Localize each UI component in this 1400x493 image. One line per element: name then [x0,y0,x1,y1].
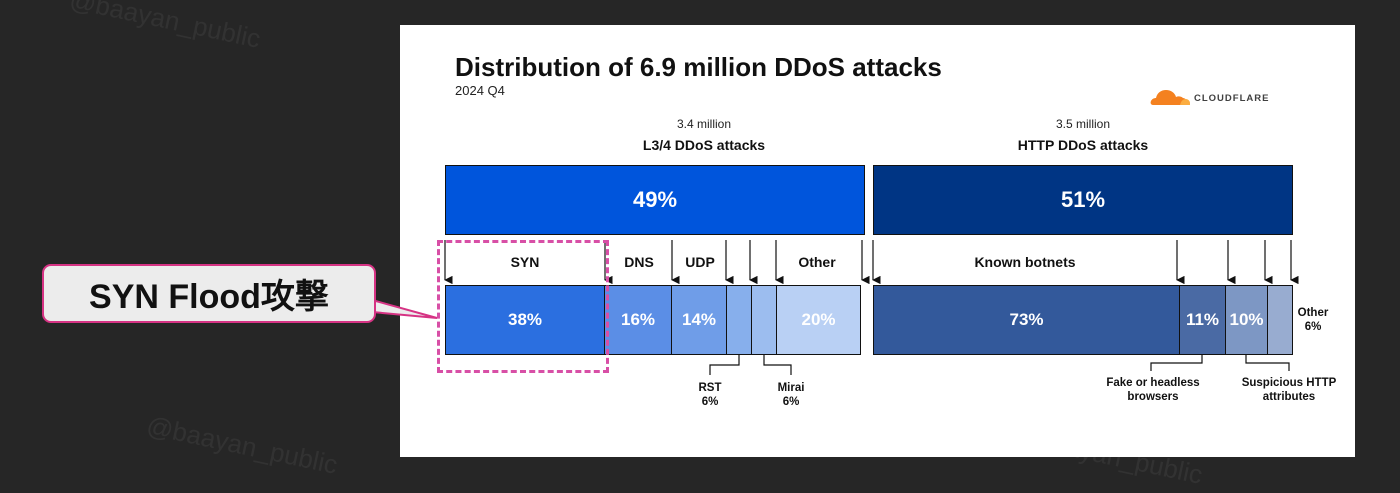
http-share-bar: 51% [873,165,1293,235]
label-fake-browsers: Fake or headless browsers [1106,377,1200,403]
l34-title: L3/4 DDoS attacks [642,137,766,153]
l34-count: 3.4 million [676,117,732,131]
l34-share-label: 49% [632,187,678,212]
watermark: @baayan_public [144,410,341,480]
chart-card: Distribution of 6.9 million DDoS attacks… [400,25,1355,457]
leader-rst [709,355,740,375]
callout-label: SYN Flood攻撃 [89,278,329,316]
brand-name: CLOUDFLARE [1194,93,1269,104]
mirai-value: 6% [782,396,800,408]
segment-label: 14% [681,310,717,329]
label-known-botnets: Known botnets [974,254,1076,270]
segment-label: 73% [1009,310,1044,329]
segment-label: 38% [507,310,543,329]
connector-lines [444,240,1299,375]
http-other-name: Other [1297,307,1329,319]
segment-l34-other: 20% [776,285,861,355]
label-http-other: Other 6% [1293,306,1333,334]
label-suspicious-http: Suspicious HTTP attributes [1241,377,1337,403]
segment-http-other [1267,285,1293,355]
segment-label: 20% [801,310,836,329]
segment-rst [726,285,752,355]
segment-known-botnets: 73% [873,285,1180,355]
rst-value: 6% [701,396,719,408]
segment-mirai [751,285,777,355]
rst-name: RST [698,382,722,394]
leader-mirai [763,355,792,375]
l34-share-bar: 49% [445,165,865,235]
http-share-label: 51% [1060,187,1106,212]
label-udp: UDP [685,254,715,270]
leader-fake [1150,355,1203,371]
leader-suspicious [1245,355,1290,371]
segment-label: 16% [620,310,656,329]
segment-fake-browsers: 11% [1179,285,1226,355]
watermark: @baayan_public [67,0,264,54]
segment-syn: 38% [445,285,605,355]
segment-label: 10% [1229,310,1264,329]
segment-suspicious-http: 10% [1225,285,1268,355]
chart-title: Distribution of 6.9 million DDoS attacks [455,52,942,82]
label-syn: SYN [510,254,540,270]
segment-label: 11% [1185,310,1220,329]
mirai-name: Mirai [777,382,805,394]
http-other-value: 6% [1304,321,1322,333]
label-l34-other: Other [798,254,836,270]
label-mirai: Mirai 6% [771,381,811,409]
http-count: 3.5 million [1055,117,1111,131]
http-title: HTTP DDoS attacks [1017,137,1149,153]
label-rst: RST 6% [690,381,730,409]
label-dns: DNS [624,254,654,270]
chart-subtitle: 2024 Q4 [455,83,505,98]
cloud-icon: CLOUDFLARE [1150,90,1269,105]
syn-flood-callout: SYN Flood攻撃 [42,264,376,323]
cloudflare-logo: CLOUDFLARE [1150,83,1290,112]
